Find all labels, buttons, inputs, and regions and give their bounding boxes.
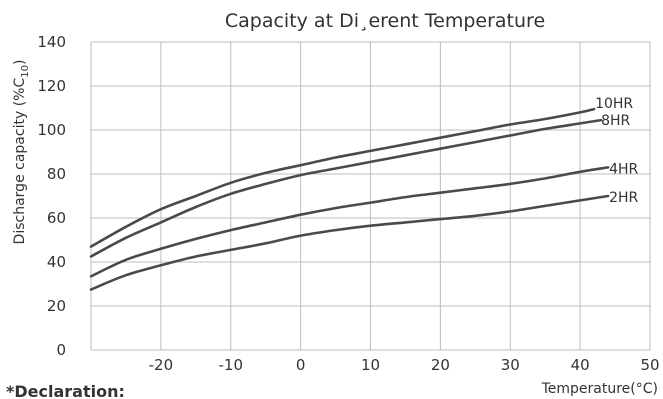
- series-line-2hr: [89, 194, 610, 291]
- x-tick-label: -20: [149, 356, 174, 374]
- x-tick-label: 30: [501, 356, 520, 374]
- x-tick-label: 40: [571, 356, 590, 374]
- series-label-4hr: 4HR: [609, 161, 638, 177]
- y-axis-label: Discharge capacity (%C10): [12, 60, 31, 245]
- x-tick-labels: -20 -10 0 10 20 30 40 50: [149, 356, 660, 374]
- y-tick-label: 100: [37, 121, 66, 139]
- y-axis-label-main: Discharge capacity (%C: [12, 78, 28, 245]
- series-line-10hr: [89, 107, 596, 248]
- y-tick-label: 80: [47, 165, 66, 183]
- y-tick-label: 20: [47, 297, 66, 315]
- series-label-10hr: 10HR: [595, 96, 633, 112]
- y-tick-label: 140: [37, 33, 66, 51]
- y-tick-label: 60: [47, 209, 66, 227]
- x-tick-label: 10: [361, 356, 380, 374]
- y-tick-label: 40: [47, 253, 66, 271]
- series-line-8hr: [89, 118, 603, 258]
- y-axis-label-suffix: ): [12, 60, 28, 65]
- y-tick-label: 120: [37, 77, 66, 95]
- x-tick-label: 20: [431, 356, 450, 374]
- gridlines: [90, 41, 651, 351]
- series-label-2hr: 2HR: [609, 190, 638, 206]
- y-axis-label-subscript: 10: [20, 65, 31, 78]
- declaration-text: *Declaration:: [6, 382, 125, 399]
- series-lines: [89, 107, 610, 291]
- x-tick-label: 0: [296, 356, 306, 374]
- chart-title: Capacity at Di¸erent Temperature: [225, 10, 545, 32]
- y-tick-labels: 0 20 40 60 80 100 120 140: [37, 33, 66, 359]
- x-tick-label: -10: [219, 356, 244, 374]
- series-line-4hr: [89, 166, 610, 278]
- x-axis-label: Temperature(°C): [541, 381, 658, 397]
- series-label-8hr: 8HR: [601, 113, 630, 129]
- x-tick-label: 50: [640, 356, 659, 374]
- y-tick-label: 0: [56, 341, 66, 359]
